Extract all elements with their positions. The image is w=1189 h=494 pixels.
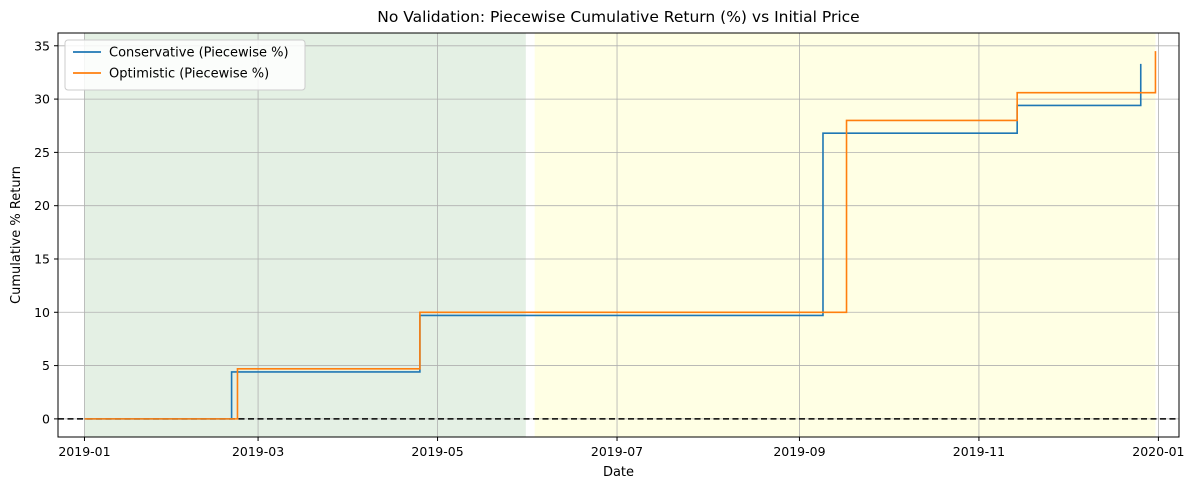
- x-tick-label-4: 2019-07: [591, 444, 643, 459]
- series-lines: [84, 51, 1157, 420]
- y-tick-label-8: 35: [34, 38, 50, 53]
- series-line-1: [84, 63, 1142, 420]
- x-tick-label-2: 2019-03: [232, 444, 284, 459]
- y-tick-label-2: 5: [42, 358, 50, 373]
- series-line-2: [84, 51, 1157, 420]
- legend-label-2: Optimistic (Piecewise %): [109, 67, 269, 82]
- shaded-regions: [84, 33, 1156, 437]
- y-tick-label-7: 30: [34, 92, 50, 107]
- chart-title: No Validation: Piecewise Cumulative Retu…: [377, 8, 859, 26]
- x-axis-label: Date: [603, 465, 634, 480]
- legend-label-1: Conservative (Piecewise %): [109, 46, 289, 61]
- grid-lines: [58, 33, 1179, 437]
- x-tick-label-7: 2020-01: [1132, 444, 1184, 459]
- shaded-region-1: [84, 33, 526, 437]
- y-tick-label-3: 10: [34, 305, 50, 320]
- y-axis-label: Cumulative % Return: [9, 166, 24, 304]
- legend: Conservative (Piecewise %) Optimistic (Pi…: [64, 39, 306, 91]
- x-tick-label-5: 2019-09: [773, 444, 825, 459]
- x-axis-ticks: 2019-01 2019-03 2019-05 2019-07 2019-09 2019-…: [58, 437, 1185, 459]
- x-tick-label-3: 2019-05: [411, 444, 463, 459]
- y-axis-ticks: 0 5 10 15 20 25 30 35: [34, 38, 58, 426]
- x-tick-label-6: 2019-11: [953, 444, 1005, 459]
- y-tick-label-1: 0: [42, 411, 50, 426]
- y-tick-label-5: 20: [34, 198, 50, 213]
- y-tick-label-4: 15: [34, 251, 50, 266]
- plot-frame: [57, 32, 1180, 438]
- y-tick-label-6: 25: [34, 145, 50, 160]
- legend-box: [64, 39, 306, 91]
- x-tick-label-1: 2019-01: [58, 444, 110, 459]
- shaded-region-2: [534, 33, 1156, 437]
